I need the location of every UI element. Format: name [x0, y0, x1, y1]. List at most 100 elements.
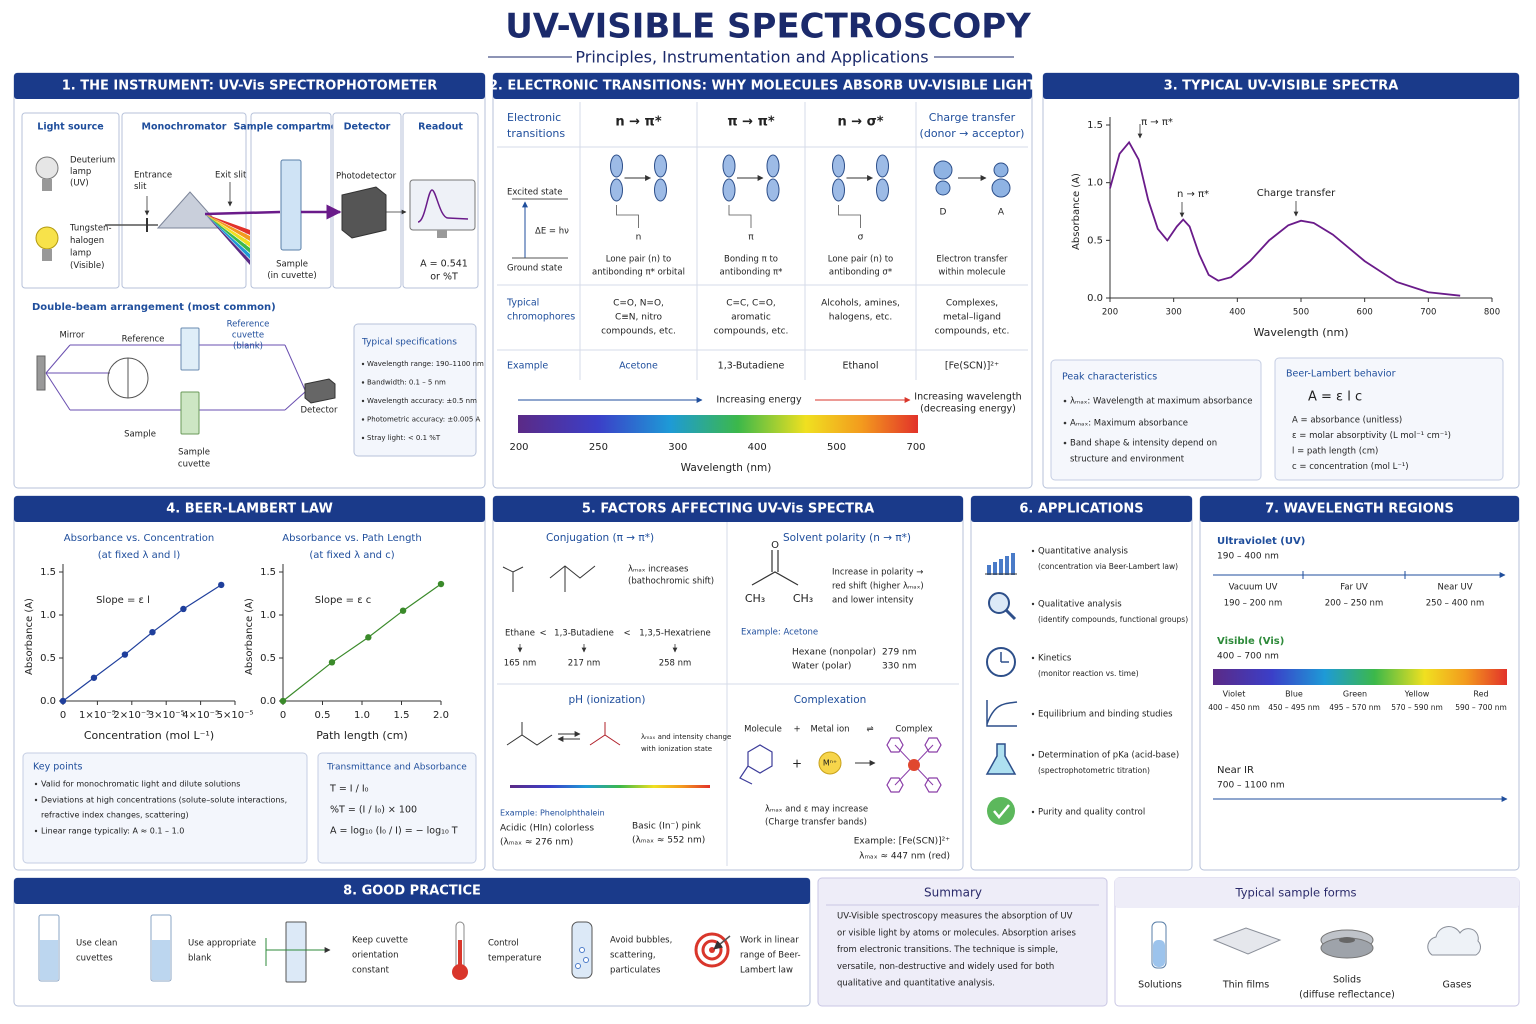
stage-title: Monochromator — [142, 122, 227, 133]
bubble — [575, 963, 581, 969]
x-tick-label: 300 — [1166, 308, 1182, 318]
molecule — [506, 722, 553, 746]
scale-label: 700 — [906, 442, 925, 453]
bracket — [838, 205, 861, 228]
molecule — [751, 550, 799, 586]
data-point — [218, 581, 225, 589]
label: Linear range typically: A ≈ 0.1 – 1.0 — [41, 827, 184, 836]
orbital — [933, 160, 953, 180]
orbital-lobe — [876, 178, 889, 202]
y-axis-label: Absorbance (A) — [244, 598, 255, 675]
label: 190 – 400 nm — [1217, 552, 1279, 562]
bullet — [361, 381, 365, 384]
monitor-stand — [437, 230, 447, 238]
dispersion — [205, 214, 250, 265]
orbital-lobe — [766, 178, 780, 202]
data-line — [62, 584, 222, 702]
label: < — [539, 629, 546, 639]
orbital — [993, 162, 1009, 178]
label: Double-beam arrangement (most common) — [32, 302, 276, 313]
data-point — [328, 659, 336, 666]
panel-title: 6. APPLICATIONS — [1019, 502, 1143, 517]
label: 200 – 250 nm — [1325, 599, 1383, 609]
panel-header — [1200, 496, 1519, 522]
label: metal–ligand — [943, 313, 1001, 323]
label: 250 – 400 nm — [1426, 599, 1484, 609]
orbital-lobe — [766, 154, 780, 178]
cuvette — [180, 391, 200, 435]
icon — [993, 804, 1010, 819]
label: (UV) — [70, 178, 89, 188]
label: Acetone — [619, 361, 658, 372]
gas-cloud — [1427, 926, 1481, 956]
label: Use appropriate — [188, 939, 256, 949]
label: Complexation — [794, 694, 867, 706]
label: A = 0.541 — [420, 259, 468, 270]
label: Photometric accuracy: ±0.005 A — [367, 416, 481, 424]
label: (identify compounds, functional groups) — [1038, 615, 1188, 624]
molecule — [739, 744, 773, 785]
label: 279 nm — [882, 648, 917, 658]
label: from electronic transitions. The techniq… — [837, 945, 1058, 955]
label: Control — [488, 939, 519, 949]
orbital-lobe — [654, 178, 667, 202]
orbital — [935, 180, 951, 196]
label: blank — [188, 954, 211, 964]
monitor-trace — [417, 189, 469, 223]
label: + — [792, 757, 802, 771]
label: Equilibrium and binding studies — [1038, 710, 1173, 720]
icon — [1005, 556, 1009, 575]
label: 400 – 700 nm — [1217, 652, 1279, 662]
stage-title: Readout — [418, 122, 463, 133]
label: 450 – 495 nm — [1268, 703, 1320, 712]
label: Qualitative analysis — [1038, 600, 1122, 610]
orbital — [991, 178, 1011, 198]
y-tick-label: 0.5 — [1087, 235, 1103, 246]
y-tick-label: 1.0 — [260, 610, 276, 621]
scale-label: 400 — [748, 442, 767, 453]
label: n → π* — [615, 115, 661, 130]
label: Reference — [227, 320, 270, 330]
prism — [156, 191, 224, 229]
label: with ionization state — [641, 745, 712, 753]
label: Thin films — [1222, 980, 1269, 991]
orbital-lobe — [722, 178, 736, 202]
data-point — [90, 674, 98, 681]
label: Acidic (HIn) colorless — [500, 824, 594, 834]
label: Work in linear — [740, 936, 799, 946]
x-tick-label: 1×10⁻⁵ — [79, 710, 116, 721]
panel-title: 3. TYPICAL UV-VISIBLE SPECTRA — [1164, 79, 1399, 94]
info-box — [22, 752, 308, 864]
orbital-lobe — [654, 154, 667, 178]
label: C=C, C=O, — [726, 299, 776, 309]
x-tick-label: 3×10⁻⁵ — [148, 710, 185, 721]
label: Sample — [124, 430, 156, 440]
label: A = log₁₀ (I₀ / I) = − log₁₀ T — [330, 826, 458, 837]
beam — [45, 344, 71, 374]
label: Violet — [1223, 690, 1246, 699]
ligand — [886, 777, 904, 793]
x-tick-label: 700 — [1420, 308, 1436, 318]
label: lamp — [70, 167, 91, 177]
label: Conjugation (π → π*) — [546, 532, 654, 544]
bullet — [361, 418, 365, 421]
x-tick-label: 2.0 — [433, 710, 449, 721]
label: Ground state — [507, 264, 563, 274]
icon — [987, 797, 1015, 825]
label: Determination of pKa (acid-base) — [1038, 751, 1179, 761]
x-tick-label: 0 — [280, 710, 286, 721]
label: Increase in polarity → — [832, 568, 923, 578]
label: Keep cuvette — [352, 936, 408, 946]
label: qualitative and quantitative analysis. — [837, 979, 995, 989]
scale-label: 500 — [827, 442, 846, 453]
label: Lone pair (n) to — [828, 255, 894, 265]
label: within molecule — [938, 268, 1005, 278]
beam — [284, 391, 306, 411]
data-point — [365, 634, 372, 641]
dispersion — [205, 214, 250, 241]
label: T = I / I₀ — [329, 784, 369, 795]
page-title: UV-VISIBLE SPECTROSCOPY — [505, 7, 1031, 47]
label: transitions — [507, 127, 565, 140]
label: (Charge transfer bands) — [765, 818, 867, 828]
bullet — [34, 798, 38, 802]
